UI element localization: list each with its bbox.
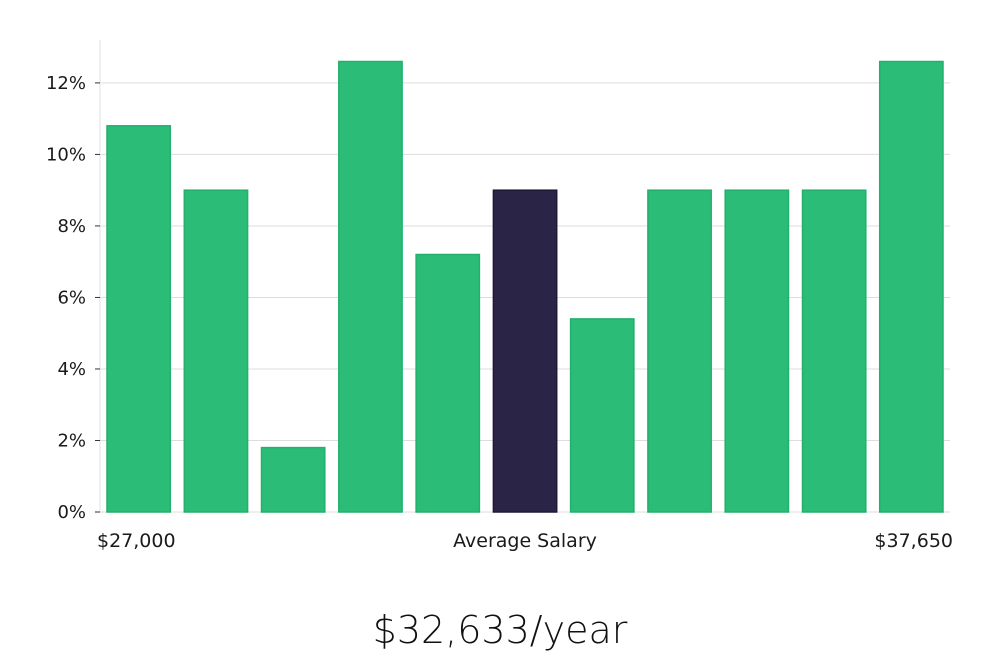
bar-10 [801,189,867,513]
ytick-label-10: 10% [46,144,86,165]
ytick-label-4: 4% [57,359,86,380]
ytick-label-12: 12% [46,73,86,94]
ytick-layer: 0% 2% 4% 6% 8% 10% 12% [46,73,100,523]
x-center-label: Average Salary [453,530,597,552]
bar-8 [647,189,712,513]
x-left-label: $27,000 [97,530,176,552]
chart-svg: 0%2%4%6%8%10%12% $27,000 Average Salary … [46,40,953,552]
bar-3 [260,446,326,513]
ytick-label-8: 8% [57,216,86,237]
bar-5 [415,253,481,513]
bar-7 [569,318,635,513]
bar-9 [724,189,790,513]
bar-1 [106,125,172,513]
bar-layer [106,60,944,513]
x-right-label: $37,650 [874,530,953,552]
bar-11 [878,60,944,513]
average-salary-value: $32,633/year [372,608,628,652]
ytick-label-6: 6% [57,287,86,308]
ytick-label-2: 2% [57,430,86,451]
bar-highlighted-average [492,189,558,513]
ytick-label-0: 0% [57,502,86,523]
bar-2 [183,189,249,513]
bar-4 [338,60,403,513]
